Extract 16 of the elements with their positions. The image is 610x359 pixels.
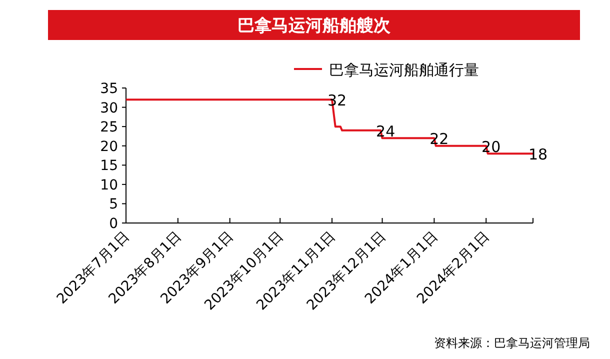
y-tick-label: 5	[109, 196, 118, 213]
y-tick-label: 30	[100, 100, 118, 116]
chart-title: 巴拿马运河船舶艘次	[238, 16, 392, 36]
legend-label: 巴拿马运河船舶通行量	[329, 61, 479, 79]
y-tick-label: 0	[109, 216, 118, 232]
y-tick-label: 10	[100, 177, 118, 194]
y-tick-label: 25	[100, 120, 118, 136]
y-tick-label: 35	[100, 81, 118, 97]
text: 资料来源：巴拿马运河管理局	[434, 336, 590, 350]
data-label: 18	[528, 146, 548, 164]
y-tick-label: 20	[100, 138, 118, 155]
data-label: 32	[327, 92, 347, 110]
data-label: 20	[482, 138, 501, 156]
data-label: 22	[430, 130, 449, 148]
data-label: 24	[376, 122, 396, 140]
y-tick-label: 15	[100, 158, 118, 174]
